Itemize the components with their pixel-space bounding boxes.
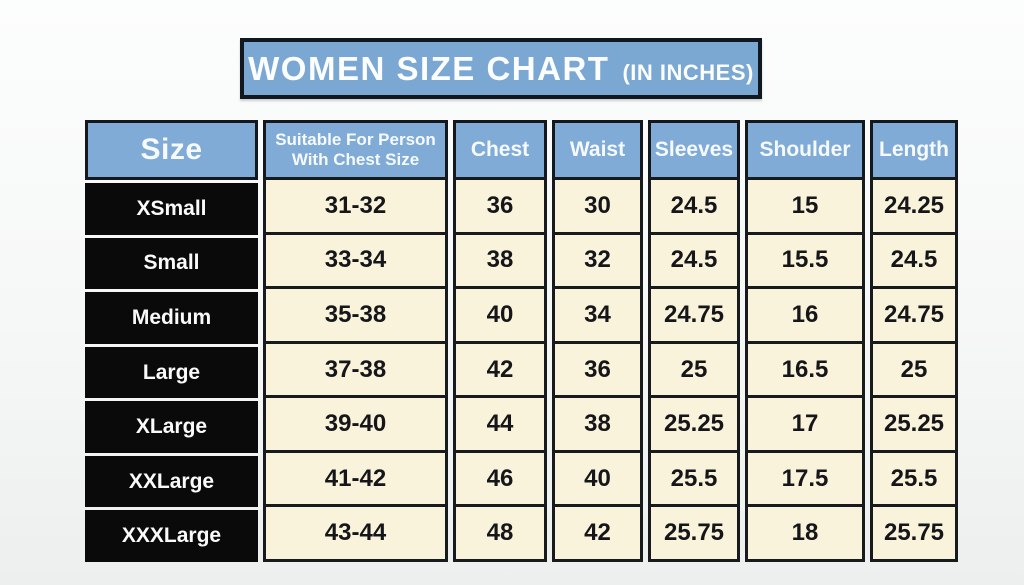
cell-fit: 41-42 [263, 449, 448, 508]
cell-fit: 31-32 [263, 177, 448, 235]
column-header-waist: Waist [552, 120, 643, 180]
column-header-chest: Chest [453, 120, 547, 180]
column-chest: Chest 36 38 40 42 44 46 48 [453, 120, 547, 563]
cell-chest: 36 [453, 177, 547, 235]
cell-chest: 42 [453, 340, 547, 399]
cell-size-medium: Medium [85, 292, 258, 344]
cell-waist: 32 [552, 231, 643, 290]
cell-chest: 40 [453, 286, 547, 344]
column-header-shoulder: Shoulder [745, 120, 865, 180]
cell-length: 25.75 [870, 504, 958, 563]
cell-sleeves: 24.5 [648, 231, 740, 290]
size-table: Size XSmall Small Medium Large XLarge XX… [85, 120, 958, 563]
column-header-length: Length [870, 120, 958, 180]
cell-sleeves: 25.5 [648, 449, 740, 508]
cell-size-xlarge: XLarge [85, 401, 258, 453]
cell-size-small: Small [85, 237, 258, 290]
cell-length: 24.5 [870, 231, 958, 290]
column-header-size: Size [85, 120, 258, 180]
column-header-sleeves: Sleeves [648, 120, 740, 180]
cell-sleeves: 25.25 [648, 395, 740, 453]
cell-sleeves: 25 [648, 340, 740, 399]
cell-shoulder: 16.5 [745, 340, 865, 399]
cell-waist: 30 [552, 177, 643, 235]
cell-waist: 42 [552, 504, 643, 563]
cell-size-large: Large [85, 346, 258, 399]
column-shoulder: Shoulder 15 15.5 16 16.5 17 17.5 18 [745, 120, 865, 563]
cell-length: 25 [870, 340, 958, 399]
cell-size-xsmall: XSmall [85, 183, 258, 235]
cell-waist: 40 [552, 449, 643, 508]
column-suitable-chest-size: Suitable For Person With Chest Size 31-3… [263, 120, 448, 563]
cell-shoulder: 18 [745, 504, 865, 563]
cell-sleeves: 25.75 [648, 504, 740, 563]
column-size: Size XSmall Small Medium Large XLarge XX… [85, 120, 258, 563]
cell-shoulder: 16 [745, 286, 865, 344]
cell-fit: 35-38 [263, 286, 448, 344]
cell-size-xxxlarge: XXXLarge [85, 510, 258, 563]
cell-fit: 37-38 [263, 340, 448, 399]
chart-title-banner: WOMEN SIZE CHART (IN INCHES) [240, 38, 762, 99]
cell-sleeves: 24.5 [648, 177, 740, 235]
cell-length: 24.75 [870, 286, 958, 344]
cell-shoulder: 15.5 [745, 231, 865, 290]
column-waist: Waist 30 32 34 36 38 40 42 [552, 120, 643, 563]
cell-chest: 38 [453, 231, 547, 290]
column-header-suitable: Suitable For Person With Chest Size [263, 120, 448, 180]
cell-shoulder: 15 [745, 177, 865, 235]
column-length: Length 24.25 24.5 24.75 25 25.25 25.5 25… [870, 120, 958, 563]
cell-shoulder: 17.5 [745, 449, 865, 508]
cell-fit: 33-34 [263, 231, 448, 290]
chart-title-unit: (IN INCHES) [622, 60, 754, 85]
cell-length: 25.25 [870, 395, 958, 453]
cell-size-xxlarge: XXLarge [85, 455, 258, 508]
cell-shoulder: 17 [745, 395, 865, 453]
cell-length: 24.25 [870, 177, 958, 235]
chart-title: WOMEN SIZE CHART [248, 50, 610, 87]
cell-length: 25.5 [870, 449, 958, 508]
cell-fit: 43-44 [263, 504, 448, 563]
cell-chest: 48 [453, 504, 547, 563]
cell-waist: 34 [552, 286, 643, 344]
cell-chest: 46 [453, 449, 547, 508]
cell-chest: 44 [453, 395, 547, 453]
column-sleeves: Sleeves 24.5 24.5 24.75 25 25.25 25.5 25… [648, 120, 740, 563]
cell-sleeves: 24.75 [648, 286, 740, 344]
cell-waist: 38 [552, 395, 643, 453]
cell-waist: 36 [552, 340, 643, 399]
cell-fit: 39-40 [263, 395, 448, 453]
